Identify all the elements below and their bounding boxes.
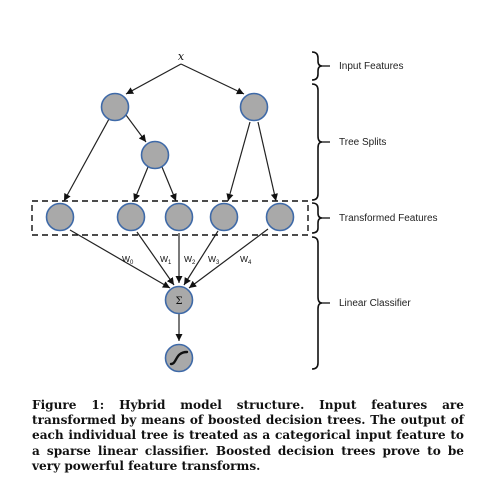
tree1-split-node: [140, 140, 170, 170]
bracket-input-features: [311, 51, 323, 81]
transformed-feature-node-2: [164, 202, 194, 232]
figure-caption: Figure 1: Hybrid model structure. Input …: [32, 398, 464, 473]
bracket-transformed-features: [311, 202, 323, 234]
bracket-linear-classifier: [311, 236, 323, 370]
edge-leaf4-to-sum: [188, 228, 269, 289]
weight-label-1: W1: [160, 254, 172, 266]
section-label-linear-classifier: Linear Classifier: [339, 298, 411, 309]
transformed-feature-node-1: [116, 202, 146, 232]
edge-tree1-split-to-leaf2: [161, 166, 177, 202]
edge-tree1-root-to-leaf0: [63, 118, 110, 202]
section-label-input-features: Input Features: [339, 61, 403, 72]
edge-input-to-tree1-root: [125, 63, 182, 95]
input-x-label: x: [178, 50, 185, 63]
weight-label-4: W4: [240, 254, 252, 266]
output-node: [164, 343, 194, 373]
edge-leaf1-to-sum: [136, 231, 175, 286]
sigmoid-curve-icon: [169, 350, 189, 366]
edge-tree1-split-to-leaf1: [133, 166, 149, 202]
tree2-root-node: [239, 92, 269, 122]
transformed-features-box: [31, 200, 309, 236]
transformed-feature-node-4: [265, 202, 295, 232]
weight-label-0: W0: [122, 254, 134, 266]
section-label-tree-splits: Tree Splits: [339, 137, 386, 148]
edge-tree1-root-to-split: [125, 114, 147, 143]
weight-label-3: W3: [208, 254, 220, 266]
edge-tree2-root-to-leaf4: [257, 121, 278, 202]
sum-symbol: Σ: [175, 296, 182, 307]
edge-input-to-tree2-root: [180, 63, 245, 95]
tree1-root-node: [100, 92, 130, 122]
section-label-transformed-features: Transformed Features: [339, 213, 438, 224]
weight-label-2: W2: [184, 254, 196, 266]
edge-leaf3-to-sum: [183, 230, 219, 286]
bracket-tree-splits: [311, 83, 323, 201]
edge-tree2-root-to-leaf3: [226, 121, 251, 202]
sum-node: [164, 285, 194, 315]
edge-leaf0-to-sum: [69, 229, 171, 289]
transformed-feature-node-3: [209, 202, 239, 232]
transformed-feature-node-0: [45, 202, 75, 232]
